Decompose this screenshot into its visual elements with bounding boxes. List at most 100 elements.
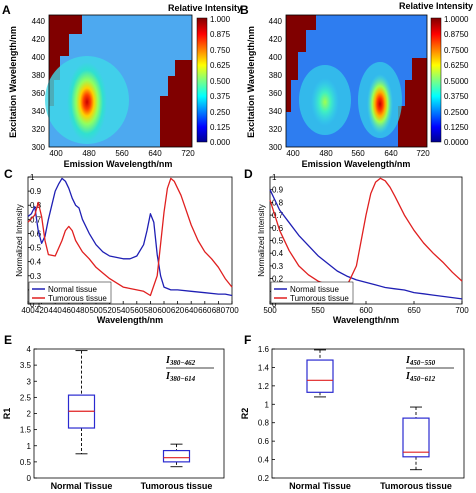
box-plot-e: 0 0.5 1 1.5 2 2.5 3 3.5 4 Normal Tissue Tumorous t… (2, 345, 225, 491)
heatmap-a-frame (48, 14, 193, 148)
colorbar-b (430, 17, 442, 143)
colorbar-b-tick: 0.1250 (444, 123, 469, 132)
legend-label-d: Normal tissue (290, 285, 339, 294)
heatmap-a-ytick: 380 (32, 71, 46, 80)
plot-d-ytick: 1 (272, 173, 277, 182)
series-line-tumorous-d (269, 177, 463, 287)
panel-label-d: D (244, 167, 253, 181)
plot-c-xtick: 500 (89, 306, 103, 315)
panel-label-a: A (2, 3, 11, 17)
colorbar-a-tick: 0.750 (210, 46, 231, 55)
plot-c-xtick: 560 (130, 306, 144, 315)
plot-c-ytick: 0.1 (30, 300, 42, 309)
plot-c-ytick: 0.3 (30, 272, 42, 281)
plot-d-xtick: 500 (263, 306, 277, 315)
plot-f-ytick: 1.6 (258, 345, 270, 354)
heatmap-b-frame (285, 14, 428, 148)
plot-d-ytick: 0.7 (272, 211, 284, 220)
heatmap-b-ytick: 300 (269, 143, 283, 152)
box-f-tumorous (402, 417, 430, 458)
heatmap-a-xtick: 480 (82, 149, 96, 158)
heatmap-b-xtick: 560 (351, 149, 365, 158)
legend-label-c: Tumorous tissue (48, 294, 107, 303)
plot-f-ytick: 0.6 (258, 437, 270, 446)
plot-c-xtick: 700 (225, 306, 239, 315)
line-chart-d: 50055060065070000.10.20.30.40.50.60.70.8… (257, 173, 469, 325)
plot-d-ytick: 0.8 (272, 198, 284, 207)
colorbar-b-tick: 0.7500 (444, 46, 469, 55)
colorbar-b-tick: 0.3750 (444, 92, 469, 101)
ratio-numerator-e: I380−462 (165, 355, 196, 367)
plot-c-ytick: 1 (30, 173, 35, 182)
plot-d-ytick: 0.9 (272, 186, 284, 195)
colorbar-b-tick: 0.6250 (444, 61, 469, 70)
plot-c-ytick: 0.4 (30, 258, 42, 267)
heatmap-b-xtick: 480 (319, 149, 333, 158)
plot-d-ytick: 0.4 (272, 249, 284, 258)
panel-b: B 400 480 560 640 720 300 320 340 360 38… (240, 1, 473, 169)
colorbar-a-tick: 1.000 (210, 15, 231, 24)
heatmap-a-xtick: 720 (181, 149, 195, 158)
plot-f-ytick: 1.2 (258, 382, 270, 391)
plot-d-xtick: 650 (407, 306, 421, 315)
panel-a: A 400 480 560 640 720 300 320 340 360 38… (2, 3, 242, 169)
box-plot-f: 0.2 0.4 0.6 0.8 1 1.2 1.4 1.6 Normal Tissue Tumor… (240, 345, 465, 491)
heatmap-b-rayleigh-region (398, 58, 427, 147)
heatmap-a-peak (67, 62, 107, 142)
plot-c-xtick: 680 (212, 306, 226, 315)
plot-c-xtick: 440 (49, 306, 63, 315)
plot-e-ytick: 3 (27, 377, 32, 386)
colorbar-b-tick: 1.0000 (444, 15, 469, 24)
heatmap-b-peak-2 (367, 74, 393, 134)
plot-f-ytick: 0.8 (258, 419, 270, 428)
plot-f-ylabel: R2 (240, 408, 250, 420)
category-label-f: Tumorous tissue (380, 481, 452, 491)
heatmap-a-xtick: 400 (49, 149, 63, 158)
colorbar-a-tick: 0.875 (210, 30, 231, 39)
plot-c-ylabel: Normalized Intensity (15, 204, 24, 276)
plot-e-ylabel: R1 (2, 408, 12, 420)
plot-f-ytick: 1 (265, 400, 270, 409)
ratio-denominator-e: I380−614 (165, 371, 196, 383)
plot-f-ytick: 1.4 (258, 363, 270, 372)
colorbar-a-tick: 0.000 (210, 138, 231, 147)
colorbar-a-tick: 0.500 (210, 77, 231, 86)
colorbar-a-tick: 0.125 (210, 123, 231, 132)
heatmap-a-scatter-region (49, 15, 82, 106)
panel-label-c: C (4, 167, 13, 181)
panel-label-f: F (244, 333, 251, 347)
colorbar-b-tick: 0.2500 (444, 108, 469, 117)
plot-e-ytick: 3.5 (20, 361, 32, 370)
heatmap-a-ytick: 340 (32, 107, 46, 116)
plot-d-ylabel: Normalized Intensity (257, 204, 266, 276)
line-chart-c: 400 420 440 460 480 500 520 540 560 580 600 620 640 6… (15, 173, 239, 325)
plot-e-ytick: 0.5 (20, 458, 32, 467)
heatmap-b-ytick: 420 (269, 35, 283, 44)
plot-c-frame (27, 176, 233, 305)
plot-d-xlabel: Wavelength/nm (333, 315, 399, 325)
box-e-tumorous (162, 449, 191, 463)
colorbar-b-title: Relative Intensity (399, 1, 473, 11)
heatmap-a-xlabel: Emission Wavelength/nm (64, 159, 173, 169)
panel-label-e: E (4, 333, 12, 347)
plot-c-xtick: 520 (103, 306, 117, 315)
plot-c-xtick: 660 (198, 306, 212, 315)
plot-d-ytick: 0.2 (272, 275, 284, 284)
plot-c-ytick: 0.5 (30, 244, 42, 253)
heatmap-a-ytick: 360 (32, 89, 46, 98)
plot-e-ytick: 0 (27, 474, 32, 483)
colorbar-a-tick: 0.625 (210, 61, 231, 70)
heatmap-a-ytick: 440 (32, 17, 46, 26)
plot-c-xtick: 420 (35, 306, 49, 315)
plot-f-ytick: 0.4 (258, 456, 270, 465)
heatmap-b-ytick: 440 (269, 17, 283, 26)
plot-c-ytick: 0.9 (30, 187, 42, 196)
plot-d-xtick: 700 (455, 306, 469, 315)
colorbar-a-tick: 0.375 (210, 92, 231, 101)
heatmap-b-ytick: 360 (269, 89, 283, 98)
heatmap-b-ytick: 380 (269, 71, 283, 80)
heatmap-b-xtick: 400 (286, 149, 300, 158)
heatmap-b-xtick: 720 (416, 149, 430, 158)
plot-d-ytick: 0.6 (272, 224, 284, 233)
